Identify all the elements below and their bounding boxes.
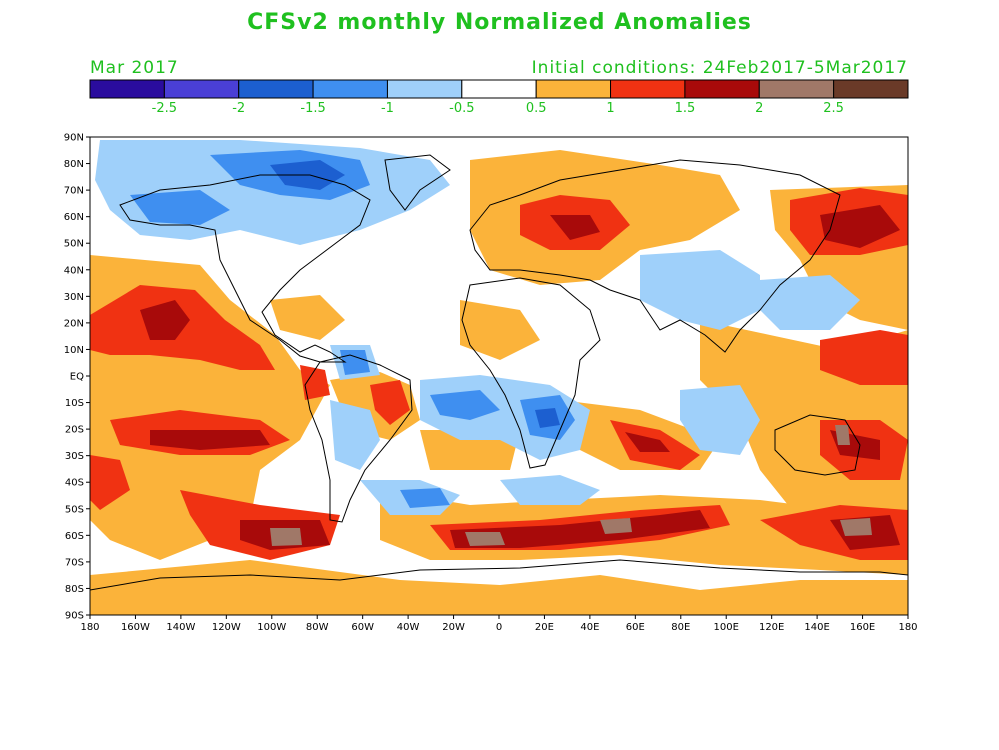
anomaly-field-negative bbox=[640, 250, 760, 330]
colorbar-label: 2.5 bbox=[823, 101, 844, 116]
forecast-month-label: Mar 2017 bbox=[90, 58, 179, 78]
anomaly-field-positive bbox=[460, 300, 540, 360]
colorbar-label: -2.5 bbox=[152, 101, 177, 116]
latitude-label: 30N bbox=[64, 292, 84, 303]
anomaly-field-strong-positive bbox=[300, 365, 330, 400]
latitude-axis: 90N 80N 70N 60N 50N 40N 30N 20N 10N EQ 10S 20S 30S 40… bbox=[64, 133, 90, 622]
latitude-label: 40N bbox=[64, 265, 84, 276]
latitude-label: 10N bbox=[64, 345, 84, 356]
longitude-label: 20E bbox=[535, 622, 554, 633]
longitude-label: 60E bbox=[626, 622, 645, 633]
longitude-label: 140E bbox=[804, 622, 829, 633]
color-scale-legend: -2.5 -2 -1.5 -1 -0.5 0.5 1 1.5 2 2.5 bbox=[89, 79, 909, 116]
anomaly-field-moderate-negative bbox=[130, 190, 230, 225]
latitude-label: 70N bbox=[64, 186, 84, 197]
longitude-axis: 180 160W 140W 120W 100W 80W 60W 40W 20W 0 20E 40E 60… bbox=[80, 615, 918, 633]
colorbar-label: 1 bbox=[606, 101, 614, 116]
chart-title: CFSv2 monthly Normalized Anomalies bbox=[247, 10, 752, 35]
longitude-label: 140W bbox=[166, 622, 195, 633]
initial-conditions-label: Initial conditions: 24Feb2017-5Mar2017 bbox=[531, 58, 908, 78]
anomaly-field-strong-positive bbox=[370, 380, 410, 425]
latitude-label: EQ bbox=[70, 372, 84, 383]
latitude-label: 30S bbox=[65, 451, 84, 462]
longitude-label: 120E bbox=[759, 622, 784, 633]
latitude-label: 10S bbox=[65, 398, 84, 409]
latitude-label: 50N bbox=[64, 239, 84, 250]
latitude-label: 20N bbox=[64, 318, 84, 329]
map-plot-area: 90N 80N 70N 60N 50N 40N 30N 20N 10N EQ 10S 20S 30S 40… bbox=[64, 133, 918, 634]
colorbar-label: -1.5 bbox=[300, 101, 325, 116]
colorbar-label: -1 bbox=[381, 101, 394, 116]
longitude-label: 100E bbox=[714, 622, 739, 633]
longitude-label: 120W bbox=[212, 622, 241, 633]
anomaly-field-very-strong-positive bbox=[450, 510, 710, 548]
longitude-label: 180 bbox=[898, 622, 917, 633]
anomaly-field-extreme-positive bbox=[270, 528, 302, 546]
anomaly-field-extreme-positive bbox=[600, 518, 632, 534]
coastline-eurasia bbox=[469, 159, 841, 353]
latitude-label: 50S bbox=[65, 504, 84, 515]
latitude-label: 60S bbox=[65, 531, 84, 542]
anomaly-field-strong-positive bbox=[820, 330, 908, 385]
colorbar-label: -0.5 bbox=[449, 101, 474, 116]
longitude-label: 40W bbox=[397, 622, 420, 633]
coastline-australia bbox=[774, 414, 861, 476]
longitude-label: 160E bbox=[850, 622, 875, 633]
anomaly-field-very-strong-positive bbox=[140, 300, 190, 340]
anomaly-field-moderate-negative bbox=[430, 390, 500, 420]
anomaly-field-extreme-positive bbox=[835, 425, 850, 445]
colorbar-swatch bbox=[833, 79, 909, 99]
longitude-label: 160W bbox=[121, 622, 150, 633]
colorbar-label: -2 bbox=[232, 101, 245, 116]
anomaly-field-very-strong-positive bbox=[820, 205, 900, 248]
latitude-label: 90N bbox=[64, 133, 84, 144]
anomaly-field-negative bbox=[760, 275, 860, 330]
anomaly-field-positive bbox=[270, 295, 345, 340]
latitude-label: 80N bbox=[64, 159, 84, 170]
longitude-label: 60W bbox=[351, 622, 374, 633]
latitude-label: 90S bbox=[65, 611, 84, 622]
longitude-label: 180 bbox=[80, 622, 99, 633]
anomaly-field-moderate-negative bbox=[400, 488, 450, 508]
anomaly-field-negative bbox=[680, 385, 760, 455]
anomaly-field-positive bbox=[90, 560, 908, 615]
latitude-label: 70S bbox=[65, 557, 84, 568]
latitude-label: 60N bbox=[64, 212, 84, 223]
anomaly-field-very-strong-positive bbox=[550, 215, 600, 240]
longitude-label: 80E bbox=[671, 622, 690, 633]
anomaly-field-very-strong-positive bbox=[150, 430, 270, 450]
colorbar-label: 2 bbox=[755, 101, 763, 116]
longitude-label: 40E bbox=[580, 622, 599, 633]
anomaly-field-extreme-positive bbox=[465, 532, 505, 546]
anomaly-field-negative bbox=[500, 475, 600, 505]
coastline-north-america bbox=[119, 174, 371, 363]
latitude-label: 80S bbox=[65, 584, 84, 595]
coastline-antarctica bbox=[90, 559, 908, 591]
longitude-label: 100W bbox=[257, 622, 286, 633]
anomaly-field-extreme-positive bbox=[840, 518, 872, 536]
longitude-label: 0 bbox=[496, 622, 502, 633]
longitude-label: 20W bbox=[442, 622, 465, 633]
latitude-label: 20S bbox=[65, 425, 84, 436]
anomaly-field-very-strong-positive bbox=[625, 432, 670, 452]
latitude-label: 40S bbox=[65, 478, 84, 489]
coastlines bbox=[90, 154, 908, 591]
colorbar-label: 0.5 bbox=[526, 101, 547, 116]
anomaly-field-strong-positive bbox=[90, 455, 130, 510]
anomaly-fields bbox=[90, 140, 908, 615]
longitude-label: 80W bbox=[306, 622, 329, 633]
colorbar-label: 1.5 bbox=[675, 101, 696, 116]
coastline-africa bbox=[461, 277, 601, 469]
anomaly-field-negative bbox=[330, 400, 380, 470]
anomaly-field-moderate-negative bbox=[340, 350, 370, 375]
coastline-greenland bbox=[384, 154, 451, 211]
coastline-south-america bbox=[304, 354, 413, 523]
anomaly-field-strong-negative bbox=[535, 408, 560, 428]
